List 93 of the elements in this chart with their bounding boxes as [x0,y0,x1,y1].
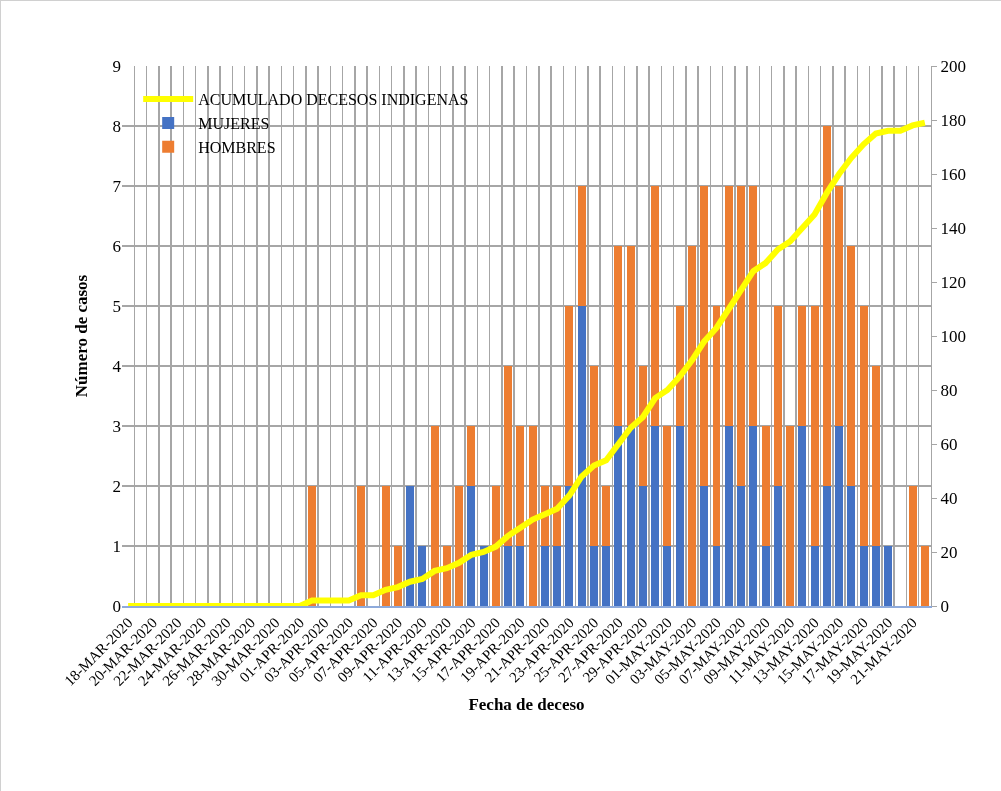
bar [920,546,929,606]
bar [467,426,476,486]
bar [835,186,844,426]
y2-tick-label: 0 [940,596,949,616]
bar [516,426,525,546]
bar [687,246,696,606]
bar [565,306,574,486]
y2-tick-label: 80 [940,380,958,400]
legend-label: HOMBRES [198,138,276,156]
bar [638,486,647,606]
y-tick-label: 5 [112,296,121,316]
bar [737,486,745,606]
bar [884,546,893,606]
bar [761,546,770,606]
bar [700,486,709,606]
bar [810,546,819,606]
bar [528,426,537,606]
bar [847,486,856,606]
bar [589,546,598,606]
bar [724,426,733,606]
y-tick-label: 6 [112,236,121,256]
bar [540,546,549,606]
y2-tick-label: 200 [940,56,966,76]
bar [663,426,672,546]
bar [626,426,635,606]
y2-tick-label: 60 [940,434,958,454]
y-tick-label: 4 [112,356,122,376]
bar [467,486,476,606]
y-tick-label: 9 [112,56,121,76]
bar [455,486,464,606]
bar [614,426,623,606]
bar [859,306,868,546]
y-tick-label: 1 [112,536,121,556]
y-tick-label: 0 [112,596,121,616]
bar [700,186,709,486]
bar [651,186,660,426]
bar [663,546,672,606]
bar [614,246,623,426]
bar [737,186,745,486]
bar [626,246,635,426]
bar [589,366,598,546]
bar [749,426,758,606]
y2-tick-label: 180 [940,110,966,130]
y-axis-title: Número de casos [72,274,92,398]
bar [491,486,500,606]
bar [577,186,586,306]
y-tick-label: 8 [112,116,121,136]
bar [516,546,525,606]
bar [773,306,782,486]
bar [749,186,758,426]
bar [908,486,917,606]
bar [553,546,562,606]
bar [602,486,611,546]
y2-tick-label: 160 [940,164,966,184]
bar [675,426,684,606]
bar [761,426,770,546]
bar [504,366,513,546]
bar [847,246,856,486]
bar [602,546,611,606]
bar [308,486,316,606]
y2-tick-label: 120 [940,272,966,292]
bar [871,546,880,606]
bar [381,486,390,606]
bar [638,366,647,486]
bar [798,426,807,606]
y2-tick-label: 20 [940,542,958,562]
y2-tick-label: 140 [940,218,966,238]
y2-tick-label: 100 [940,326,966,346]
bar [798,306,807,426]
y-tick-label: 2 [112,476,121,496]
legend-label: MUJERES [198,115,270,133]
bar [651,426,660,606]
bar [357,486,366,606]
legend-label: ACUMULADO DECESOS INDIGENAS [198,91,469,109]
bar [786,426,795,606]
bar [565,486,574,606]
bar [835,426,844,606]
y-tick-label: 3 [112,416,121,436]
bar [822,486,831,606]
bar [406,486,415,606]
bar [773,486,782,606]
bar [871,366,880,546]
bar [822,126,831,486]
x-axis-title: Fecha de deceso [468,694,585,714]
bar [810,306,819,546]
y-tick-label: 7 [112,176,122,196]
bar [577,306,586,606]
bar [724,186,733,426]
y2-tick-label: 40 [940,488,958,508]
bar [859,546,868,606]
bar [504,546,513,606]
bar [675,306,684,426]
bar [430,426,439,606]
